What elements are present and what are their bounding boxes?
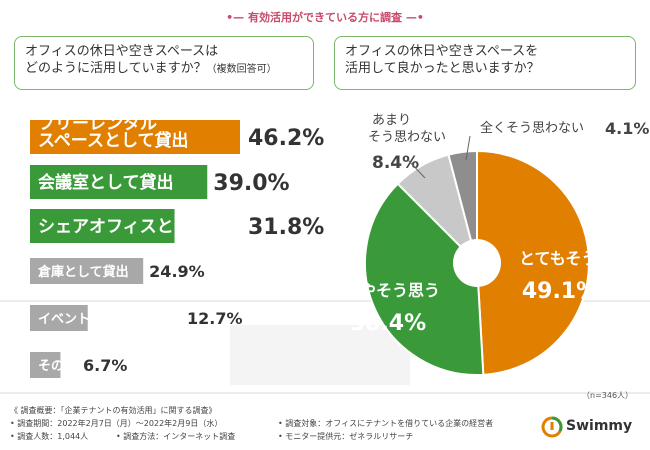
bar-category-label: スペースとして貸出	[38, 130, 188, 151]
right-question-line1: オフィスの休日や空きスペースを	[345, 44, 539, 59]
bar-value-label: 46.2%	[248, 126, 324, 151]
right-question-line2: 活用して良かったと思いますか？	[345, 61, 540, 76]
bar	[30, 120, 240, 154]
pie-value-label: 38.4%	[350, 311, 426, 336]
pie-leader-line	[465, 135, 471, 161]
pie-leader-line	[407, 159, 426, 179]
pie-category-label: とてもそう思う	[519, 249, 629, 268]
bar	[30, 258, 144, 284]
bar-category-label: 会議室として貸出	[38, 172, 174, 193]
header: •— 有効活用ができている方に調査 —•	[0, 9, 650, 25]
pie-category-label: 全くそう思わない	[480, 120, 584, 136]
pie-slice	[363, 182, 485, 376]
bar-category-label: 倉庫として貸出	[37, 264, 129, 280]
sample-note: （n=346人）	[582, 391, 634, 400]
footer-count: • 調査人数：1,044人	[10, 432, 89, 441]
swimmy-logo-icon	[541, 416, 563, 438]
background-decor	[0, 300, 650, 302]
left-question-box: オフィスの休日や空きスペースは どのように活用していますか？（複数回答可）	[14, 36, 314, 90]
swimmy-logo: Swimmy	[540, 414, 640, 440]
pie-value-label: 4.1%	[605, 119, 649, 138]
footer-provider: • モニター提供元：ゼネラルリサーチ	[278, 432, 414, 441]
footer-period: • 調査期間：2022年2月7日（月）～2022年2月9日（水）	[10, 419, 223, 428]
footer-title: 《 調査概要：「企業テナントの有効活用」に関する調査》	[10, 406, 217, 415]
left-question-line1: オフィスの休日や空きスペースは	[25, 44, 219, 59]
background-decor	[230, 325, 410, 385]
footer-method: • 調査方法：インターネット調査	[116, 432, 236, 441]
bar	[30, 305, 88, 331]
pie-category-label: あまり	[372, 113, 411, 128]
left-question-note: （複数回答可）	[206, 64, 277, 75]
pie-category-label: そう思わない	[368, 130, 446, 145]
bar-value-label: 39.0%	[213, 171, 289, 196]
bar-value-label: 31.8%	[248, 215, 324, 240]
bar-value-label: 24.9%	[149, 262, 205, 281]
pie-value-label: 49.1%	[522, 279, 598, 304]
footer-target: • 調査対象：オフィスにテナントを借りている企業の経営者	[278, 419, 494, 428]
bar	[30, 209, 175, 243]
right-question-box: オフィスの休日や空きスペースを 活用して良かったと思いますか？	[334, 36, 636, 90]
bar-category-label: フリーレンタル	[38, 114, 157, 134]
bar-category-label: その他	[38, 358, 77, 374]
pie-center-hole	[453, 239, 501, 287]
bar-value-label: 6.7%	[83, 356, 127, 375]
bar	[30, 352, 61, 378]
pie-slice	[476, 149, 590, 376]
swimmy-logo-text: Swimmy	[566, 418, 633, 434]
bar	[30, 165, 208, 199]
pie-value-label: 8.4%	[372, 153, 419, 173]
bar-category-label: シェアオフィスとして貸出	[38, 216, 241, 237]
bar-value-label: 12.7%	[187, 309, 243, 328]
bar-category-label: イベント会場として貸出	[38, 311, 181, 327]
header-title: 有効活用ができている方に調査	[248, 11, 402, 24]
header-ornament-left: •—	[226, 11, 245, 24]
pie-category-label: ややそう思う	[344, 281, 440, 300]
pie-slice	[447, 149, 478, 264]
background-decor	[0, 392, 650, 394]
header-ornament-right: —•	[405, 11, 424, 24]
left-question-line2: どのように活用していますか？	[25, 61, 207, 76]
